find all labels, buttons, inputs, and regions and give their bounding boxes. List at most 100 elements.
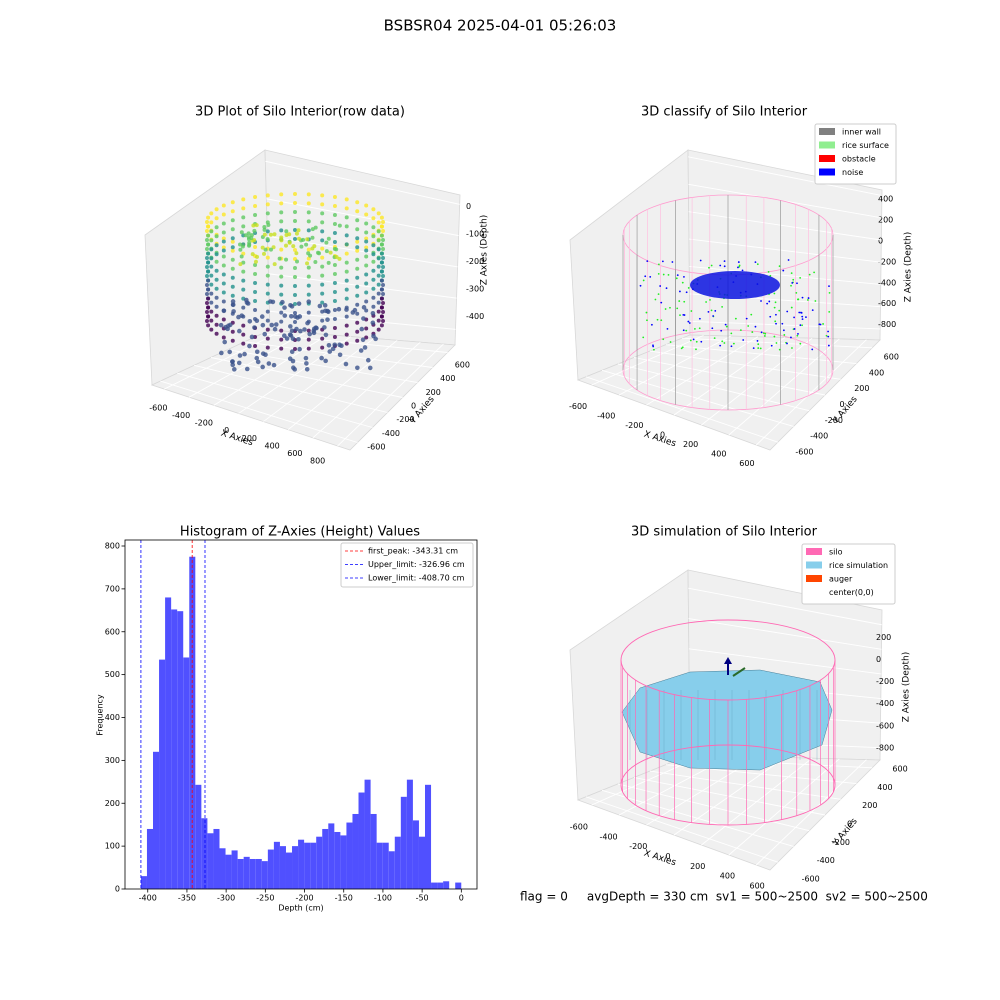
decor-point	[332, 240, 337, 245]
decor-point	[265, 202, 270, 207]
axis-pane	[576, 754, 881, 871]
decor-point	[287, 332, 293, 338]
decor-point	[269, 322, 275, 328]
decor-point	[827, 335, 830, 338]
decor-point	[827, 330, 829, 333]
bar	[334, 831, 341, 889]
decor-point	[252, 228, 257, 233]
decor-point	[332, 342, 338, 348]
decor-point	[230, 329, 235, 334]
z-axis-label: Z Axies (Depth)	[480, 215, 490, 286]
decor-point	[790, 272, 793, 275]
decor-point	[205, 301, 209, 305]
decor-point	[355, 293, 360, 298]
legend-swatch	[806, 588, 822, 596]
decor-point	[818, 323, 821, 326]
decor-point	[320, 273, 325, 278]
decor-point	[800, 311, 803, 314]
decor-point	[355, 275, 360, 280]
decor-point	[737, 266, 739, 269]
subplot-title: 3D simulation of Silo Interior	[631, 525, 818, 540]
decor-point	[294, 231, 299, 236]
decor-point	[355, 209, 360, 214]
decor-point	[657, 272, 660, 275]
decor-point	[241, 206, 246, 211]
bar	[298, 839, 305, 889]
bar	[443, 881, 450, 889]
decor-point	[320, 318, 325, 323]
decor-point	[723, 265, 726, 268]
z-tick-label: -200	[878, 257, 896, 266]
decor-point	[209, 211, 214, 216]
legend-swatch	[819, 155, 835, 162]
x-tick-label: -150	[335, 894, 353, 903]
grid-line	[649, 770, 841, 800]
decor-point	[332, 325, 337, 330]
decor-point	[265, 336, 270, 341]
x-tick-label: -200	[625, 421, 643, 430]
decor-point	[265, 237, 270, 242]
grid-line	[689, 320, 881, 330]
decor-point	[214, 259, 219, 264]
grid-line	[688, 238, 882, 263]
decor-point	[669, 306, 671, 309]
decor-point	[361, 316, 366, 321]
decor-point	[364, 221, 369, 226]
decor-point	[781, 322, 784, 325]
decor-point	[295, 315, 300, 320]
decor-point	[769, 315, 772, 318]
decor-point	[206, 278, 211, 283]
decor-point	[266, 223, 271, 228]
decor-point	[206, 269, 211, 274]
z-tick-label: -800	[876, 743, 894, 752]
decor-point	[344, 233, 349, 238]
decor-point	[304, 361, 309, 366]
decor-point	[209, 229, 214, 234]
decor-point	[355, 245, 360, 250]
decor-point	[332, 195, 337, 200]
decor-point	[798, 311, 801, 314]
decor-point	[364, 203, 369, 208]
decor-point	[381, 292, 385, 296]
decor-point	[265, 211, 270, 216]
decor-point	[822, 323, 824, 325]
decor-point	[205, 220, 209, 224]
x-tick-label: -600	[149, 403, 167, 412]
z-tick-label: 0	[466, 202, 471, 211]
decor-point	[270, 299, 276, 305]
decor-point	[253, 262, 258, 267]
decor-point	[254, 355, 260, 361]
decor-point	[306, 247, 311, 252]
decor-point	[379, 233, 384, 238]
decor-point	[241, 287, 246, 292]
decor-point	[319, 355, 324, 361]
decor-point	[279, 310, 284, 315]
decor-point	[252, 325, 257, 330]
decor-point	[249, 233, 254, 238]
bar	[171, 609, 178, 889]
decor-point	[786, 342, 788, 345]
x-tick-label: 0	[459, 894, 464, 903]
decor-point	[376, 211, 381, 216]
decor-point	[305, 261, 310, 266]
decor-point	[279, 238, 284, 243]
decor-point	[232, 367, 237, 372]
z-axis-label: Z Axies (Depth)	[902, 652, 912, 723]
decor-point	[221, 335, 226, 340]
decor-point	[332, 246, 337, 251]
decor-point	[645, 311, 648, 314]
bar	[159, 659, 166, 889]
decor-point	[796, 334, 799, 337]
decor-point	[355, 329, 360, 334]
decor-point	[757, 347, 760, 349]
decor-point	[381, 247, 385, 251]
decor-point	[249, 334, 255, 340]
decor-point	[828, 291, 831, 294]
grid-line	[265, 160, 460, 205]
decor-point	[277, 256, 282, 261]
grid-line	[585, 376, 779, 443]
decor-point	[288, 302, 293, 308]
decor-point	[364, 263, 369, 268]
decor-point	[646, 319, 648, 322]
bar	[261, 861, 268, 889]
